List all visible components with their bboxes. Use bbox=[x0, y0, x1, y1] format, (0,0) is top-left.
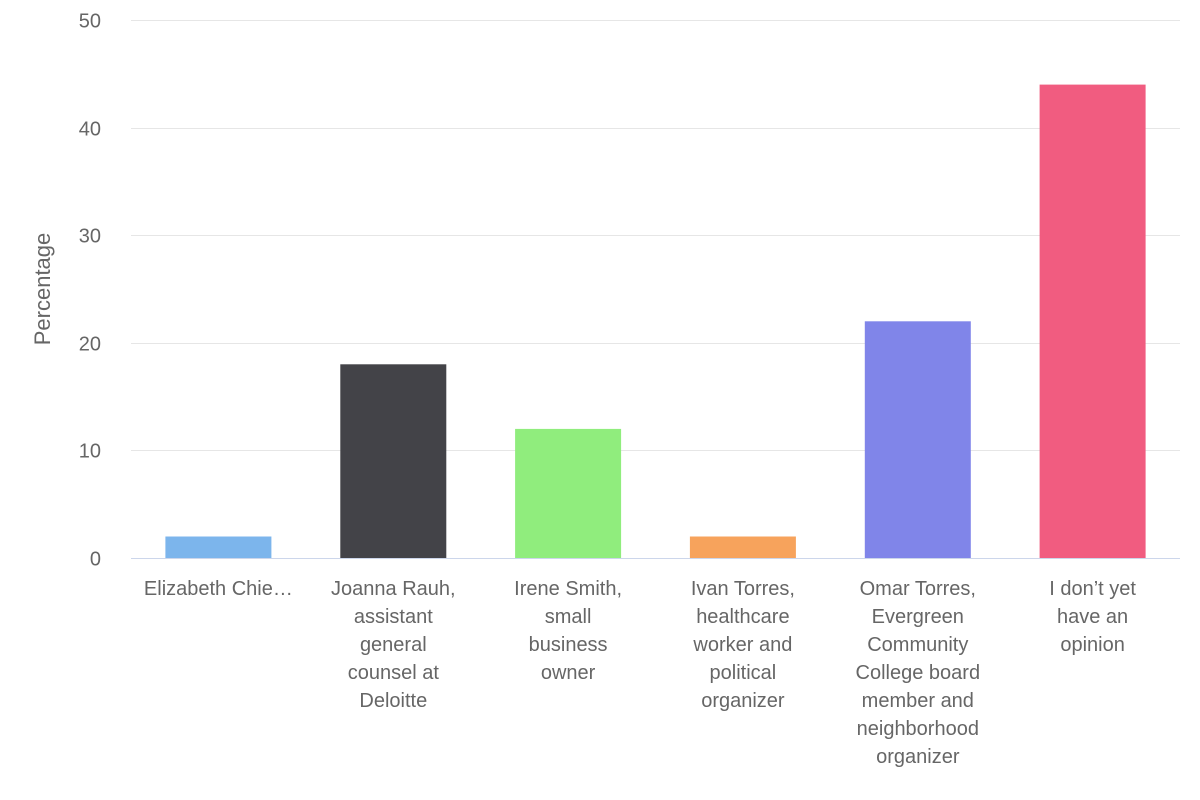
x-tick-label-line: Joanna Rauh, bbox=[331, 578, 456, 600]
bar[interactable] bbox=[165, 536, 272, 559]
x-tick-label-line: counsel at bbox=[348, 662, 440, 684]
y-tick-label: 40 bbox=[79, 119, 101, 141]
bar[interactable] bbox=[340, 364, 447, 558]
x-tick-label-line: member and bbox=[862, 690, 974, 712]
x-tick-label-line: general bbox=[360, 634, 427, 656]
x-tick-label-line: Omar Torres, bbox=[860, 578, 976, 600]
x-tick-label-line: I don’t yet bbox=[1049, 578, 1136, 600]
x-axis-ticks: Elizabeth Chie… Joanna Rauh, assistant gene… bbox=[144, 578, 1136, 768]
x-tick-label-line: have an bbox=[1057, 606, 1128, 628]
x-tick-label-line: opinion bbox=[1060, 634, 1125, 656]
bar[interactable] bbox=[1039, 84, 1146, 558]
y-tick-label: 10 bbox=[79, 441, 101, 463]
x-tick-label-line: political bbox=[710, 662, 777, 684]
bar[interactable] bbox=[864, 321, 971, 558]
bar[interactable] bbox=[515, 428, 622, 558]
x-tick-label-line: College board bbox=[856, 662, 981, 684]
y-tick-label: 30 bbox=[79, 226, 101, 248]
x-tick-label-line: Elizabeth Chie… bbox=[144, 578, 293, 600]
x-tick-label-line: Community bbox=[867, 634, 968, 656]
x-tick-label-line: Deloitte bbox=[359, 690, 427, 712]
x-tick-label-line: Irene Smith, bbox=[514, 578, 622, 600]
x-tick-label: Irene Smith, small business owner bbox=[514, 578, 622, 684]
x-tick-label: I don’t yet have an opinion bbox=[1049, 578, 1136, 656]
y-tick-label: 0 bbox=[90, 549, 101, 571]
x-tick-label: Joanna Rauh, assistant general counsel at De… bbox=[331, 578, 456, 712]
x-tick-label-line: worker and bbox=[692, 634, 792, 656]
x-tick-label: Omar Torres, Evergreen Community College bo… bbox=[856, 578, 981, 768]
x-tick-label-line: small bbox=[545, 606, 592, 628]
x-tick-label-line: assistant bbox=[354, 606, 433, 628]
y-tick-label: 50 bbox=[79, 11, 101, 33]
bars bbox=[165, 84, 1146, 559]
y-axis-ticks: 0 10 20 30 40 50 bbox=[79, 11, 101, 571]
x-tick-label-line: organizer bbox=[876, 746, 960, 768]
x-tick-label-line: Ivan Torres, bbox=[691, 578, 795, 600]
gridlines bbox=[131, 20, 1180, 451]
x-tick-label-line: Evergreen bbox=[872, 606, 964, 628]
y-tick-label: 20 bbox=[79, 334, 101, 356]
x-tick-label-line: owner bbox=[541, 662, 596, 684]
bar[interactable] bbox=[689, 536, 796, 559]
x-tick-label-line: neighborhood bbox=[857, 718, 979, 740]
x-tick-label-line: healthcare bbox=[696, 606, 789, 628]
x-tick-label-line: organizer bbox=[701, 690, 785, 712]
x-tick-label: Elizabeth Chie… bbox=[144, 578, 293, 600]
x-tick-label-line: business bbox=[529, 634, 608, 656]
y-axis-label: Percentage bbox=[30, 233, 55, 346]
x-tick-label: Ivan Torres, healthcare worker and politica… bbox=[691, 578, 795, 712]
